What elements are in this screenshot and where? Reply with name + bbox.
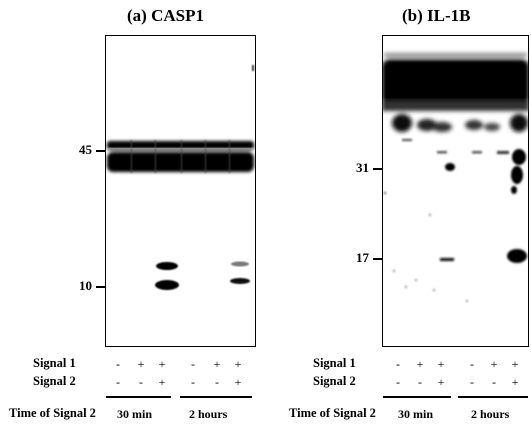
casp1-signal1-lane3: + (158, 357, 166, 371)
il1b-signal1-lane1: - (396, 357, 400, 371)
casp1-signal2-lane6: + (234, 375, 242, 389)
il1b-signal2-lane5: - (492, 375, 496, 389)
il1b-time-30min: 30 min (398, 407, 434, 421)
casp1-signal2-lane1: - (116, 375, 120, 389)
il1b-signal2-lane3: + (437, 375, 445, 389)
casp1-signal1-lane5: + (213, 357, 221, 371)
row-label-signal2-left: Signal 2 (33, 374, 76, 388)
row-label-signal1-right: Signal 1 (313, 356, 356, 370)
casp1-signal1-lane6: + (234, 357, 242, 371)
panel-a-title: (a) CASP1 (127, 6, 204, 25)
band-casp1-p20-lane6 (231, 261, 249, 267)
band-casp1-lower (107, 152, 254, 172)
marker-45-label: 45 (79, 142, 92, 157)
band-casp1-p20-lane3 (156, 262, 178, 270)
band-casp1-upper (107, 141, 254, 150)
row-label-signal2-right: Signal 2 (313, 374, 356, 388)
il1b-signal1-lane2: + (416, 357, 424, 371)
row-label-time-right: Time of Signal 2 (289, 406, 376, 420)
blot-casp1-image (105, 35, 256, 347)
marker-31-tick (373, 168, 383, 170)
row-label-time-left: Time of Signal 2 (9, 406, 96, 420)
casp1-time-2hours: 2 hours (189, 407, 228, 421)
il1b-signal2-lane4: - (470, 375, 474, 389)
marker-45-tick (96, 150, 106, 152)
row-label-signal1-left: Signal 1 (33, 356, 76, 370)
panel-b-title: (b) IL-1B (402, 6, 471, 25)
band-il1b-pro-smear (382, 59, 529, 105)
blot-il1b (382, 35, 529, 347)
casp1-signal2-lane3: + (158, 375, 166, 389)
casp1-signal2-lane2: - (139, 375, 143, 389)
blot-casp1 (105, 35, 256, 347)
il1b-signal1-lane6: + (511, 357, 519, 371)
il1b-signal2-lane1: - (396, 375, 400, 389)
casp1-signal2-lane5: - (215, 375, 219, 389)
band-il1b-lane6-mid (511, 166, 523, 184)
casp1-signal1-lane1: - (116, 357, 120, 371)
il1b-group1-rule (383, 396, 451, 398)
marker-17-label: 17 (356, 250, 369, 265)
il1b-time-2hours: 2 hours (471, 407, 510, 421)
casp1-signal1-lane2: + (137, 357, 145, 371)
band-casp1-p10-lane3 (155, 280, 179, 290)
marker-17-tick (373, 258, 383, 260)
casp1-time-30min: 30 min (117, 407, 153, 421)
casp1-group2-rule (180, 396, 252, 398)
marker-10-tick (96, 286, 106, 288)
il1b-signal1-lane4: - (470, 357, 474, 371)
band-il1b-lane3-mid (445, 163, 455, 171)
band-il1b-mature-lane6 (507, 249, 527, 263)
marker-10-label: 10 (79, 278, 92, 293)
il1b-signal2-lane6: + (511, 375, 519, 389)
il1b-signal2-lane2: - (418, 375, 422, 389)
casp1-signal1-lane4: - (191, 357, 195, 371)
il1b-signal1-lane3: + (437, 357, 445, 371)
casp1-signal2-lane4: - (191, 375, 195, 389)
band-il1b-mature-lane3 (440, 258, 454, 261)
band-casp1-p10-lane6 (230, 278, 250, 284)
marker-31-label: 31 (356, 160, 369, 175)
blot-il1b-image (382, 35, 529, 347)
il1b-group2-rule (458, 396, 528, 398)
il1b-signal1-lane5: + (490, 357, 498, 371)
casp1-group1-rule (106, 396, 171, 398)
